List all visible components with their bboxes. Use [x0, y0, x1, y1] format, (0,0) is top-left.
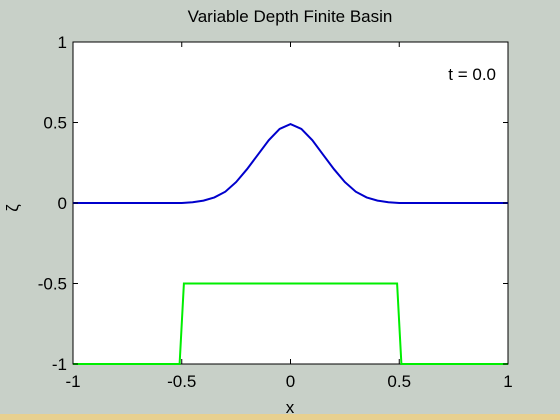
y-tick-label: -1 — [52, 355, 67, 374]
chart-title: Variable Depth Finite Basin — [188, 7, 393, 26]
series-line-1 — [73, 282, 508, 365]
y-tick-label: 1 — [58, 33, 67, 52]
x-axis-label: x — [286, 398, 295, 417]
x-tick-label: 0.5 — [387, 372, 411, 391]
y-tick-label: 0 — [58, 194, 67, 213]
x-tick-label: -0.5 — [167, 372, 196, 391]
series-line-0 — [73, 123, 508, 204]
bottom-strip — [0, 414, 560, 420]
x-tick-label: -1 — [65, 372, 80, 391]
y-tick-label: -0.5 — [38, 275, 67, 294]
time-annotation: t = 0.0 — [448, 65, 496, 84]
x-tick-label: 0 — [286, 372, 295, 391]
y-axis-label: ζ — [3, 204, 22, 212]
x-tick-label: 1 — [503, 372, 512, 391]
y-tick-label: 0.5 — [43, 114, 67, 133]
